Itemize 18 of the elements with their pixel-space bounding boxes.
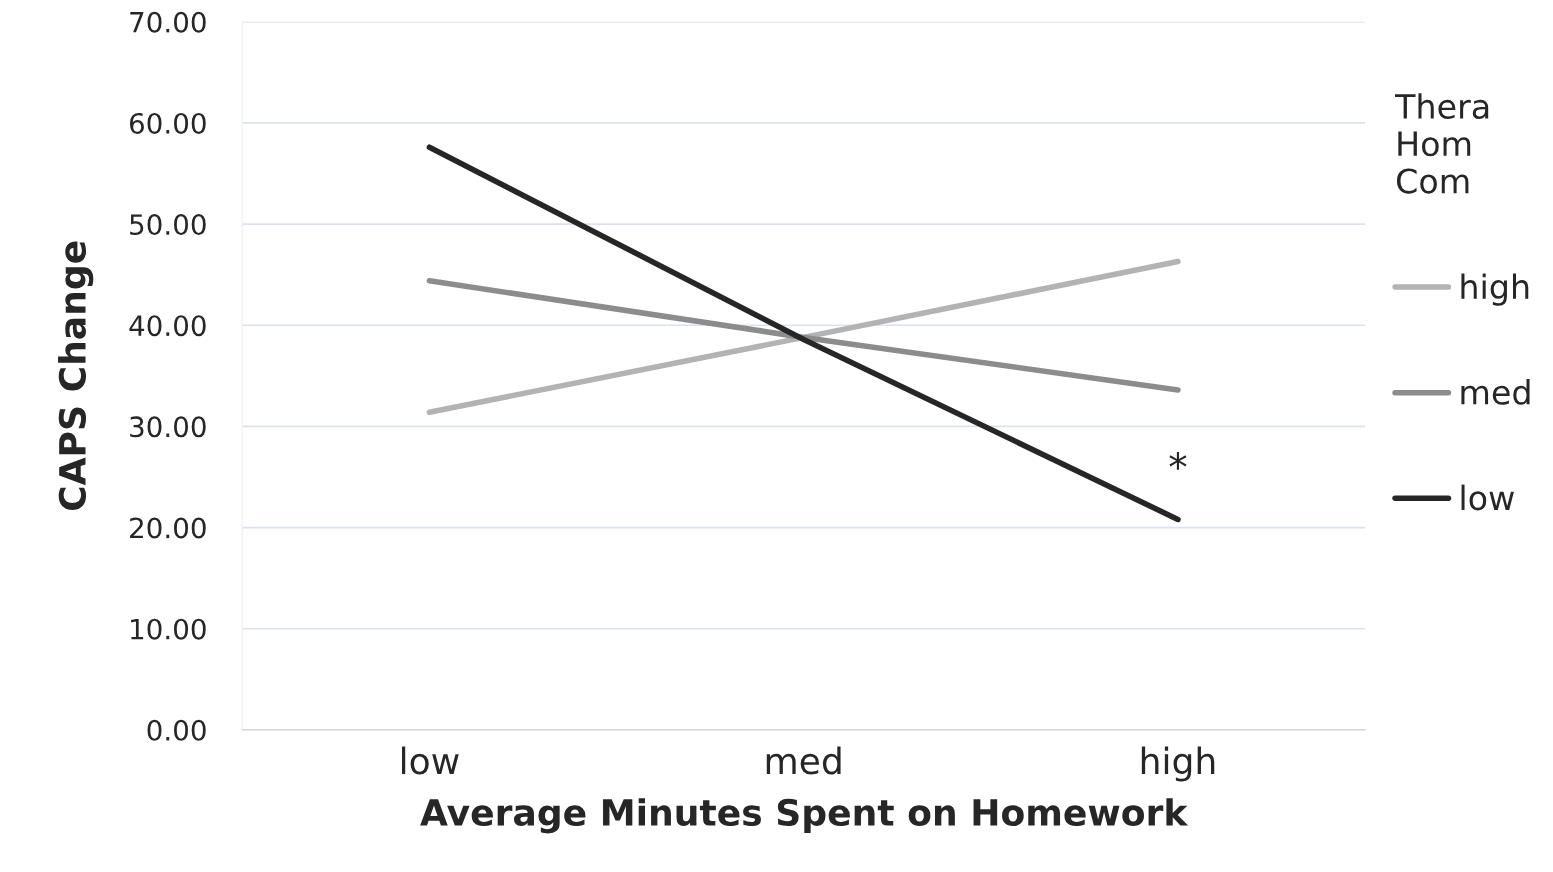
y-tick-label: 60.00 — [129, 112, 206, 134]
y-tick-label: 10.00 — [131, 618, 206, 640]
y-tick-label: 40.00 — [129, 315, 206, 337]
y-axis-title: CAPS Change — [58, 241, 94, 511]
x-axis-title: Average Minutes Spent on Homework — [420, 798, 1189, 834]
annotation: * — [1169, 451, 1187, 470]
y-tick-label: 50.00 — [130, 214, 206, 236]
x-tick-label: low — [401, 746, 459, 775]
legend-title: Thera Hom Com — [1394, 93, 1489, 194]
legend-label: low — [1461, 484, 1514, 511]
y-tick-label: 70.00 — [130, 11, 206, 33]
y-tick-label: 0.00 — [147, 719, 206, 741]
y-tick-label: 30.00 — [130, 416, 206, 438]
y-tick-label: 20.00 — [130, 517, 206, 539]
legend-label: med — [1461, 379, 1530, 405]
x-tick-label: med — [766, 746, 841, 775]
legend-label: high — [1461, 273, 1529, 306]
x-tick-label: high — [1141, 746, 1215, 782]
